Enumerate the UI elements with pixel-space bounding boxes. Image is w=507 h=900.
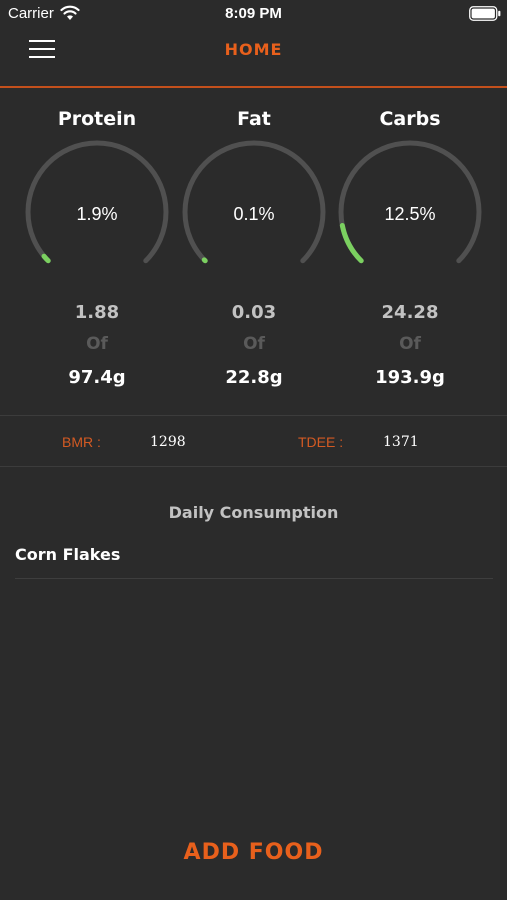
daily-consumption-title: Daily Consumption <box>168 503 339 522</box>
gauge-fill <box>339 222 364 264</box>
gauge-fill <box>41 253 51 264</box>
macro-of-label: Of <box>243 334 265 354</box>
add-food-button[interactable]: ADD FOOD <box>0 840 507 865</box>
gauge-track <box>338 140 482 264</box>
macro-target: 97.4g <box>68 367 126 388</box>
tdee-label: TDEE : <box>298 434 344 450</box>
macro-consumed: 1.88 <box>74 302 120 323</box>
carrier-label: Carrier <box>8 5 54 22</box>
macro-name: Fat <box>237 108 271 130</box>
macro-percent: 1.9% <box>76 204 118 224</box>
macro-carbs: Carbs 12.5% 24.28 Of 193.9g <box>330 108 490 398</box>
macro-name: Carbs <box>379 108 441 130</box>
divider <box>0 415 507 416</box>
bmr-label: BMR : <box>62 434 101 450</box>
macro-consumed: 0.03 <box>231 302 277 323</box>
list-item[interactable]: Corn Flakes <box>15 538 493 579</box>
hamburger-menu-icon[interactable] <box>29 40 55 62</box>
macro-fat: Fat 0.1% 0.03 Of 22.8g <box>174 108 334 398</box>
tdee-value: 1371 <box>383 434 419 450</box>
gauge-track <box>182 140 326 264</box>
protein-gauge <box>25 140 169 264</box>
food-name: Corn Flakes <box>15 545 121 564</box>
macro-target: 22.8g <box>225 367 283 388</box>
nav-bar: HOME <box>0 28 507 88</box>
divider <box>0 466 507 467</box>
gauge-fill <box>201 257 208 264</box>
page-title: HOME <box>224 40 283 59</box>
macro-of-label: Of <box>399 334 421 354</box>
macro-name: Protein <box>57 108 137 130</box>
macro-of-label: Of <box>86 334 108 354</box>
gauge-track <box>25 140 169 264</box>
macro-consumed: 24.28 <box>381 302 439 323</box>
status-time: 8:09 PM <box>225 5 282 22</box>
macro-target: 193.9g <box>375 367 445 388</box>
wifi-icon <box>60 5 80 20</box>
macro-percent: 12.5% <box>384 204 436 224</box>
carbs-gauge <box>338 140 482 264</box>
fat-gauge <box>182 140 326 264</box>
bmr-value: 1298 <box>150 434 186 450</box>
macro-protein: Protein 1.9% 1.88 Of 97.4g <box>17 108 177 398</box>
status-bar: Carrier 8:09 PM <box>0 0 507 28</box>
battery-icon <box>469 6 501 21</box>
macro-percent: 0.1% <box>233 204 275 224</box>
